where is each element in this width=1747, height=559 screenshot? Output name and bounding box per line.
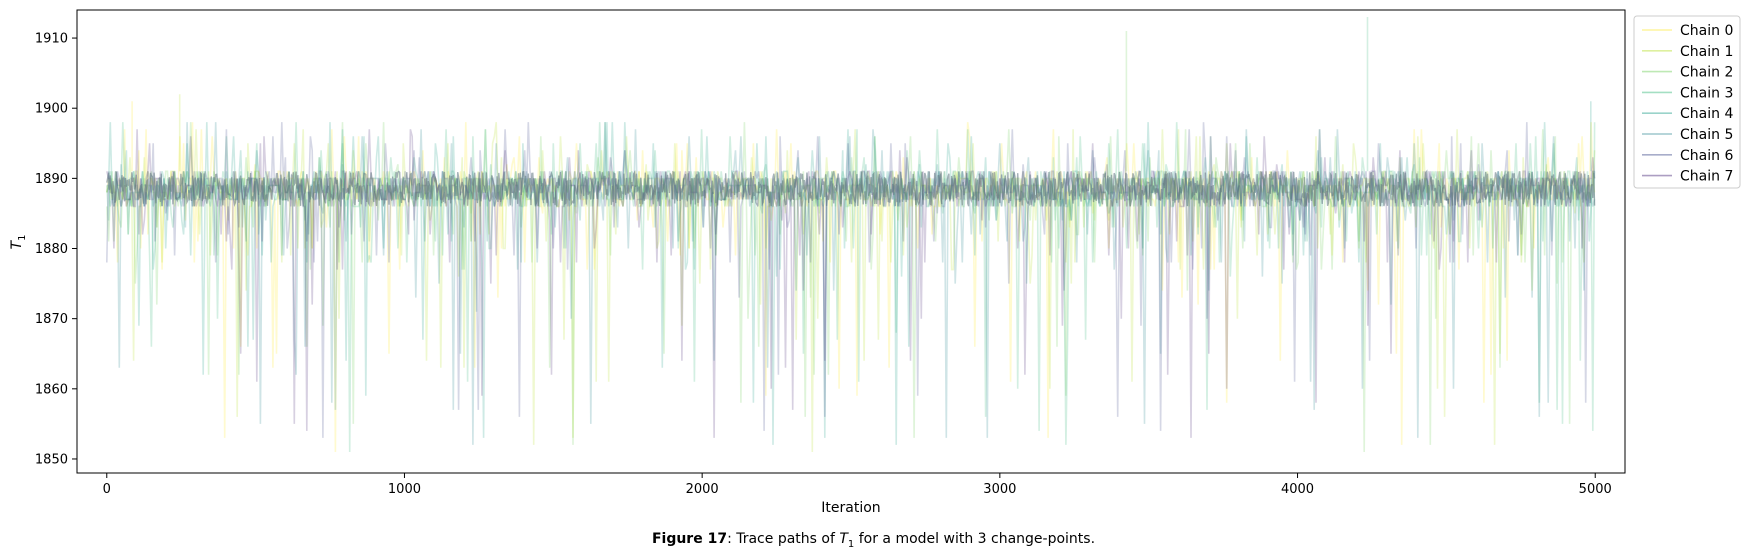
y-tick-label: 1890	[35, 172, 68, 187]
legend-label: Chain 4	[1680, 106, 1733, 122]
trace-chain-3	[106, 17, 1596, 453]
y-axis-label: T1	[9, 235, 28, 250]
legend-label: Chain 6	[1680, 148, 1733, 164]
plot-frame	[76, 9, 1626, 474]
y-tick-label: 1880	[35, 242, 68, 257]
caption-label: Figure 17	[651, 531, 728, 547]
trace-chain-6	[106, 122, 1595, 438]
legend-frame	[1633, 15, 1741, 189]
x-tick-label: 0	[103, 482, 111, 497]
legend: Chain 0 Chain 1 Chain 2 Chain 3 Chain 4 Chain…	[1633, 15, 1741, 189]
y-tick-label: 1910	[35, 32, 68, 47]
caption-var: T	[839, 531, 848, 547]
plot-background	[77, 10, 1625, 473]
trace-core	[106, 169, 1596, 208]
x-axis-label: Iteration	[821, 500, 880, 516]
y-tick-label: 1860	[35, 382, 68, 397]
y-tick-label: 1850	[35, 452, 68, 467]
caption-text-before: : Trace paths of	[727, 531, 840, 547]
x-tick-label: 1000	[388, 482, 421, 497]
legend-label: Chain 3	[1680, 85, 1733, 101]
legend-label: Chain 7	[1680, 169, 1733, 185]
figure-caption: Figure 17: Trace paths of T1 for a model…	[0, 531, 1747, 550]
x-tick-label: 4000	[1281, 482, 1314, 497]
x-tick-label: 3000	[983, 482, 1016, 497]
y-axis: 1850 1860 1870 1880 1890 1900 1910	[35, 32, 77, 467]
legend-label: Chain 2	[1680, 65, 1733, 81]
legend-label: Chain 5	[1680, 127, 1733, 143]
y-tick-label: 1870	[35, 312, 68, 327]
x-axis: 0 1000 2000 3000 4000 5000	[103, 473, 1612, 497]
trace-chain-2	[106, 31, 1596, 453]
caption-sub: 1	[847, 538, 855, 550]
x-tick-label: 2000	[686, 482, 719, 497]
caption-text-after: for a model with 3 change-points.	[854, 531, 1096, 547]
legend-label: Chain 1	[1680, 44, 1733, 60]
legend-label: Chain 0	[1680, 23, 1733, 39]
trace-lines	[106, 17, 1596, 453]
y-tick-label: 1900	[35, 102, 68, 117]
x-tick-label: 5000	[1579, 482, 1612, 497]
